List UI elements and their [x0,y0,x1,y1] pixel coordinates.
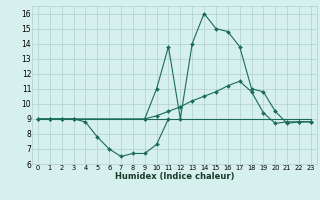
X-axis label: Humidex (Indice chaleur): Humidex (Indice chaleur) [115,172,234,181]
